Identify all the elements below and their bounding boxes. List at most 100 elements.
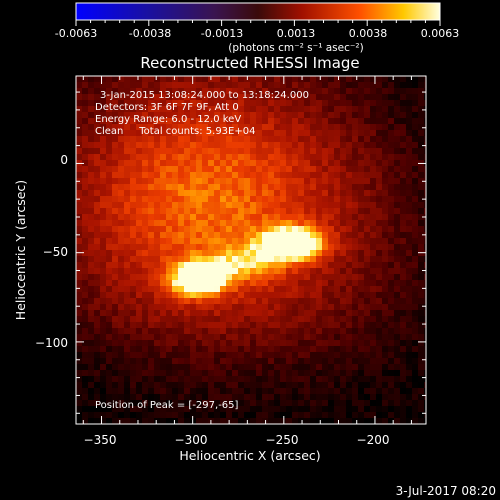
heatmap-cell <box>226 106 233 113</box>
heatmap-cell <box>106 100 113 107</box>
heatmap-cell <box>118 334 125 341</box>
heatmap-cell <box>94 280 101 287</box>
heatmap-cell <box>238 250 245 257</box>
heatmap-cell <box>376 196 383 203</box>
heatmap-cell <box>196 376 203 383</box>
heatmap-cell <box>232 364 239 371</box>
heatmap-cell <box>178 388 185 395</box>
heatmap-cell <box>406 214 413 221</box>
heatmap-cell <box>94 94 101 101</box>
heatmap-cell <box>274 280 281 287</box>
heatmap-cell <box>154 256 161 263</box>
heatmap-cell <box>424 364 426 371</box>
heatmap-cell <box>364 148 371 155</box>
heatmap-cell <box>280 184 287 191</box>
heatmap-cell <box>166 340 173 347</box>
heatmap-cell <box>160 274 167 281</box>
heatmap-cell <box>262 214 269 221</box>
heatmap-cell <box>208 268 215 275</box>
heatmap-cell <box>154 238 161 245</box>
y-tick-label: −100 <box>35 336 68 350</box>
heatmap-cell <box>400 130 407 137</box>
heatmap-cell <box>118 370 125 377</box>
heatmap-cell <box>166 382 173 389</box>
heatmap-cell <box>334 262 341 269</box>
heatmap-cell <box>130 310 137 317</box>
heatmap-cell <box>400 202 407 209</box>
heatmap-cell <box>412 172 419 179</box>
heatmap-cell <box>358 136 365 143</box>
heatmap-cell <box>412 334 419 341</box>
heatmap-cell <box>142 136 149 143</box>
heatmap-cell <box>250 124 257 131</box>
heatmap-cell <box>292 238 299 245</box>
heatmap-cell <box>322 286 329 293</box>
heatmap-cell <box>202 118 209 125</box>
heatmap-cell <box>208 394 215 401</box>
heatmap-cell <box>238 370 245 377</box>
heatmap-cell <box>172 334 179 341</box>
heatmap-cell <box>280 106 287 113</box>
heatmap-cell <box>196 100 203 107</box>
heatmap-cell <box>214 394 221 401</box>
heatmap-cell <box>76 298 83 305</box>
heatmap-cell <box>298 304 305 311</box>
heatmap-cell <box>352 256 359 263</box>
heatmap-cell <box>244 202 251 209</box>
heatmap-cell <box>118 322 125 329</box>
heatmap-cell <box>364 418 371 424</box>
heatmap-cell <box>424 388 426 395</box>
heatmap-cell <box>178 166 185 173</box>
heatmap-cell <box>172 130 179 137</box>
heatmap-cell <box>106 334 113 341</box>
heatmap-cell <box>238 388 245 395</box>
heatmap-cell <box>400 388 407 395</box>
heatmap-cell <box>424 346 426 353</box>
heatmap-cell <box>100 388 107 395</box>
heatmap-cell <box>100 112 107 119</box>
heatmap-cell <box>412 100 419 107</box>
heatmap-cell <box>358 106 365 113</box>
heatmap-cell <box>178 328 185 335</box>
heatmap-cell <box>220 394 227 401</box>
heatmap-cell <box>394 160 401 167</box>
heatmap-cell <box>340 382 347 389</box>
heatmap-cell <box>310 172 317 179</box>
heatmap-cell <box>394 310 401 317</box>
heatmap-cell <box>280 316 287 323</box>
heatmap-cell <box>286 118 293 125</box>
heatmap-cell <box>382 238 389 245</box>
heatmap-cell <box>166 406 173 413</box>
heatmap-cell <box>244 160 251 167</box>
heatmap-cell <box>88 280 95 287</box>
heatmap-cell <box>328 166 335 173</box>
heatmap-cell <box>394 172 401 179</box>
heatmap-cell <box>346 322 353 329</box>
heatmap-cell <box>202 100 209 107</box>
heatmap-cell <box>292 202 299 209</box>
heatmap-cell <box>172 394 179 401</box>
heatmap-cell <box>280 172 287 179</box>
heatmap-cell <box>178 316 185 323</box>
heatmap-cell <box>394 388 401 395</box>
heatmap-cell <box>244 220 251 227</box>
heatmap-cell <box>136 268 143 275</box>
heatmap-cell <box>262 274 269 281</box>
heatmap-cell <box>172 250 179 257</box>
heatmap-cell <box>262 94 269 101</box>
heatmap-cell <box>286 136 293 143</box>
heatmap-cell <box>124 268 131 275</box>
heatmap-cell <box>184 106 191 113</box>
heatmap-cell <box>226 274 233 281</box>
heatmap-cell <box>412 370 419 377</box>
heatmap-cell <box>346 262 353 269</box>
heatmap-cell <box>322 352 329 359</box>
heatmap-cell <box>124 370 131 377</box>
heatmap-cell <box>148 310 155 317</box>
heatmap-cell <box>334 148 341 155</box>
heatmap-cell <box>202 298 209 305</box>
heatmap-cell <box>280 136 287 143</box>
heatmap-cell <box>286 160 293 167</box>
heatmap-cell <box>328 232 335 239</box>
heatmap-cell <box>286 142 293 149</box>
